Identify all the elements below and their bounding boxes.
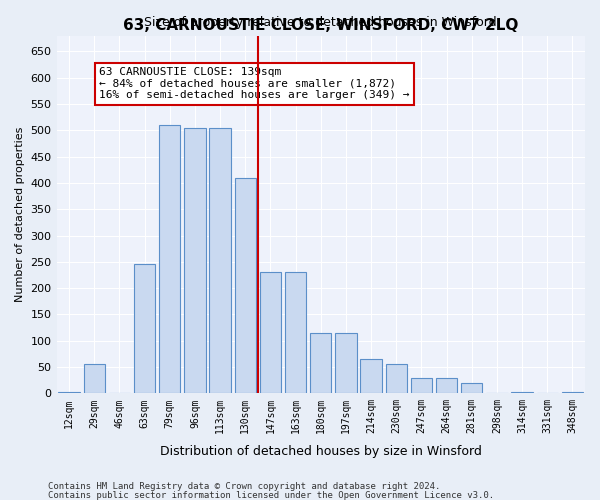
Bar: [361, 359, 382, 394]
Text: Contains HM Land Registry data © Crown copyright and database right 2024.: Contains HM Land Registry data © Crown c…: [48, 482, 440, 491]
Y-axis label: Number of detached properties: Number of detached properties: [15, 127, 25, 302]
Bar: [335, 333, 356, 394]
Bar: [436, 378, 457, 394]
Bar: [411, 378, 432, 394]
Title: 63, CARNOUSTIE CLOSE, WINSFORD, CW7 2LQ: 63, CARNOUSTIE CLOSE, WINSFORD, CW7 2LQ: [123, 18, 518, 33]
Bar: [134, 264, 155, 394]
Bar: [184, 128, 206, 394]
Bar: [386, 364, 407, 394]
Bar: [209, 128, 231, 394]
Bar: [58, 392, 80, 394]
Bar: [285, 272, 307, 394]
Text: Contains public sector information licensed under the Open Government Licence v3: Contains public sector information licen…: [48, 490, 494, 500]
X-axis label: Distribution of detached houses by size in Winsford: Distribution of detached houses by size …: [160, 444, 482, 458]
Bar: [159, 125, 181, 394]
Bar: [260, 272, 281, 394]
Bar: [511, 392, 533, 394]
Text: 63 CARNOUSTIE CLOSE: 139sqm
← 84% of detached houses are smaller (1,872)
16% of : 63 CARNOUSTIE CLOSE: 139sqm ← 84% of det…: [100, 68, 410, 100]
Bar: [235, 178, 256, 394]
Bar: [461, 383, 482, 394]
Bar: [562, 392, 583, 394]
Text: Size of property relative to detached houses in Winsford: Size of property relative to detached ho…: [145, 16, 497, 28]
Bar: [310, 333, 331, 394]
Bar: [83, 364, 105, 394]
